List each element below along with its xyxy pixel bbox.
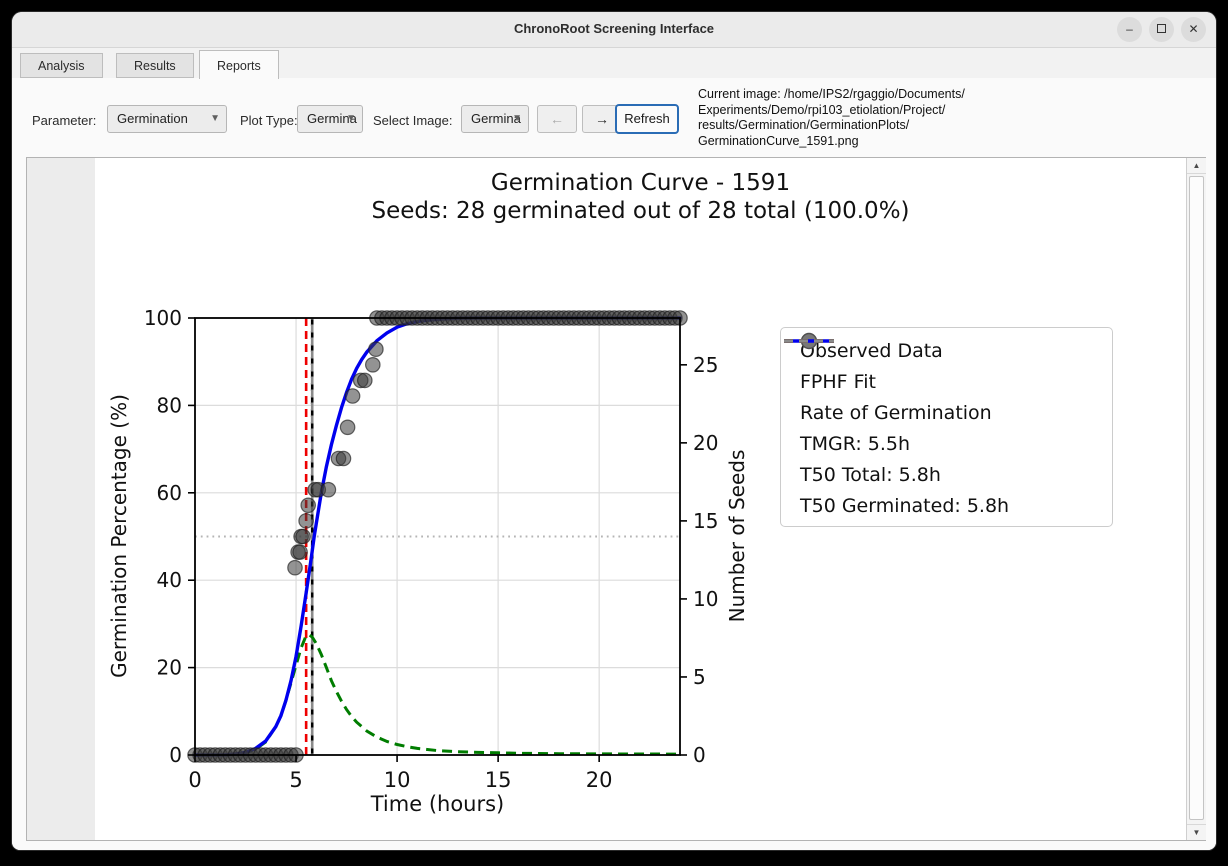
y-right-tick-label: 5 (693, 665, 706, 689)
x-tick-label: 0 (188, 768, 201, 792)
observed-point (344, 388, 361, 404)
path-line: GerminationCurve_1591.png (698, 133, 859, 148)
close-button[interactable]: ✕ (1181, 17, 1206, 42)
arrow-left-icon: ← (550, 111, 564, 127)
path-line: Experiments/Demo/rpi103_etiolation/Proje… (698, 102, 946, 117)
y-right-tick-label: 20 (693, 431, 718, 455)
legend-label: FPHF Fit (800, 370, 876, 393)
y-left-tick-label: 60 (157, 481, 182, 505)
previous-image-button[interactable]: ← (537, 105, 577, 133)
observed-point (339, 419, 356, 436)
chevron-down-icon: ▼ (512, 113, 522, 124)
parameter-value: Germination (117, 111, 188, 126)
tab-bar: Analysis Results Reports (12, 48, 1216, 79)
y-left-tick-label: 100 (144, 306, 182, 330)
legend-item: T50 Germinated: 5.8h (784, 339, 1102, 521)
observed-point (295, 528, 311, 545)
observed-point (368, 341, 384, 357)
observed-point (335, 450, 352, 467)
current-image-path: Current image: /home/IPS2/rgaggio/Docume… (698, 87, 1213, 149)
legend-label: Rate of Germination (800, 401, 992, 424)
legend-line-icon (784, 339, 834, 343)
plot-scroll-area: 0 5 10 15 20 0 20 40 60 80 100 0 5 10 15 20 25 Germinati… (26, 157, 1206, 841)
chart-canvas: 0 5 10 15 20 0 20 40 60 80 100 0 5 10 15 20 25 (144, 306, 719, 792)
vertical-scrollbar[interactable]: ▲ ▼ (1186, 158, 1206, 840)
arrow-right-icon: → (595, 111, 609, 127)
germination-plot-figure: 0 5 10 15 20 0 20 40 60 80 100 0 5 10 15 20 25 Germinati… (95, 158, 1186, 840)
plot-type-value: Germina (307, 111, 357, 126)
observed-point (364, 357, 381, 373)
parameter-dropdown[interactable]: Germination ▼ (107, 105, 227, 133)
minimize-icon: – (1126, 22, 1133, 36)
legend-label: T50 Germinated: 5.8h (800, 494, 1010, 517)
legend-label: T50 Total: 5.8h (800, 463, 941, 486)
legend-label: Observed Data (800, 339, 943, 362)
y-axis-label-right: Number of Seeds (725, 449, 749, 623)
legend-item: Rate of Germination (784, 339, 1102, 428)
y-axis-label-left: Germination Percentage (%) (107, 394, 131, 678)
y-left-tick-label: 40 (157, 568, 182, 592)
x-tick-label: 15 (485, 768, 512, 792)
window-title: ChronoRoot Screening Interface (513, 21, 715, 36)
maximize-button[interactable] (1149, 17, 1174, 42)
close-icon: ✕ (1188, 22, 1199, 36)
select-image-dropdown[interactable]: Germina ▼ (461, 105, 529, 133)
x-tick-label: 5 (289, 768, 302, 792)
plot-type-dropdown[interactable]: Germina ▼ (297, 105, 363, 133)
path-line: Current image: /home/IPS2/rgaggio/Docume… (698, 87, 965, 101)
observed-point (356, 372, 373, 389)
legend-item: FPHF Fit (784, 339, 1102, 397)
axes-spines (194, 317, 681, 756)
maximize-icon (1157, 24, 1166, 33)
x-tick-label: 10 (384, 768, 411, 792)
select-image-value: Germina (471, 111, 521, 126)
legend-label: TMGR: 5.5h (800, 432, 911, 455)
app-window: ChronoRoot Screening Interface – ✕ Analy… (12, 12, 1216, 850)
observed-point (287, 559, 303, 576)
y-left-tick-label: 0 (169, 743, 182, 767)
y-right-tick-label: 0 (693, 743, 706, 767)
chart-title-block: Germination Curve - 1591 Seeds: 28 germi… (95, 169, 1186, 225)
select-image-label: Select Image: (373, 113, 453, 128)
tab-results[interactable]: Results (116, 53, 194, 78)
observed-point (320, 481, 337, 498)
legend-item: Observed Data (791, 332, 1102, 366)
tab-reports[interactable]: Reports (199, 50, 279, 79)
x-axis-label: Time (hours) (370, 792, 505, 816)
observed-point (298, 513, 314, 529)
legend-item: T50 Total: 5.8h (784, 339, 1102, 490)
y-left-tick-label: 80 (157, 393, 182, 417)
chevron-down-icon: ▼ (210, 113, 220, 124)
refresh-button[interactable]: Refresh (615, 104, 679, 134)
chart-title: Germination Curve - 1591 (490, 170, 791, 196)
scrollbar-thumb[interactable] (1189, 176, 1204, 820)
observed-point (300, 497, 316, 514)
plot-type-label: Plot Type: (240, 113, 298, 128)
scroll-down-icon[interactable]: ▼ (1187, 824, 1206, 840)
legend-item: TMGR: 5.5h (784, 339, 1102, 459)
chart-subtitle: Seeds: 28 germinated out of 28 total (10… (371, 198, 910, 224)
y-right-tick-label: 10 (693, 587, 718, 611)
path-line: results/Germination/GerminationPlots/ (698, 118, 910, 132)
x-tick-label: 20 (586, 768, 613, 792)
parameter-label: Parameter: (32, 113, 97, 128)
observed-point (292, 544, 308, 560)
titlebar[interactable]: ChronoRoot Screening Interface – ✕ (12, 12, 1216, 48)
chevron-down-icon: ▼ (346, 113, 356, 124)
chart-legend: Observed Data FPHF Fit Rate of Germination… (780, 327, 1113, 527)
minimize-button[interactable]: – (1117, 17, 1142, 42)
y-right-tick-label: 25 (693, 353, 718, 377)
scroll-up-icon[interactable]: ▲ (1187, 158, 1206, 174)
y-right-tick-label: 15 (693, 509, 718, 533)
y-left-tick-label: 20 (157, 656, 182, 680)
tab-analysis[interactable]: Analysis (20, 53, 103, 78)
